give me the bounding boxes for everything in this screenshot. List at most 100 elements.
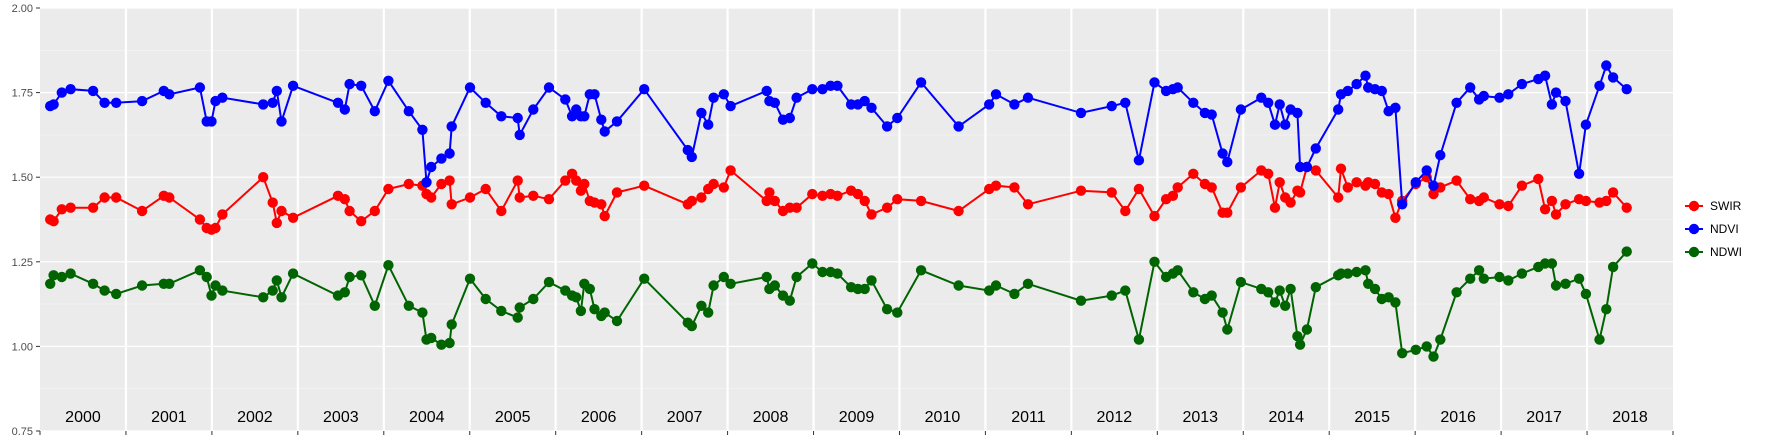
ndvi-point — [56, 87, 67, 98]
swir-point — [1516, 180, 1528, 191]
year-label: 2007 — [667, 409, 703, 426]
swir-point — [1560, 199, 1571, 210]
ndwi-point — [990, 280, 1002, 291]
swir-point — [1167, 190, 1179, 201]
ndvi-point — [1274, 99, 1285, 110]
ndwi-point — [718, 271, 729, 283]
year-label: 2003 — [323, 409, 359, 426]
y-tick-label: 2.00 — [12, 3, 33, 15]
swir-point — [1222, 207, 1233, 218]
ndvi-point — [464, 82, 476, 93]
swir-point — [596, 199, 607, 210]
legend-label-swir: SWIR — [1710, 199, 1742, 213]
ndwi-point — [1133, 334, 1145, 345]
ndvi-point — [1301, 161, 1313, 173]
ndvi-point — [1235, 104, 1247, 115]
ndvi-point — [1172, 82, 1183, 93]
ndwi-point — [832, 268, 843, 279]
swir-point — [369, 205, 380, 217]
ndvi-point — [1022, 92, 1034, 103]
swir-point — [892, 194, 903, 205]
ndwi-point — [1188, 287, 1199, 298]
legend-label-ndvi: NDVI — [1710, 222, 1739, 236]
ndvi-point — [194, 82, 206, 93]
ndvi-point — [1580, 119, 1592, 130]
ndvi-point — [1133, 155, 1145, 166]
ndvi-point — [718, 89, 729, 100]
swir-point — [1206, 182, 1217, 193]
ndwi-point — [611, 315, 623, 327]
swir-point — [512, 175, 523, 186]
swir-point — [1285, 197, 1296, 208]
swir-point — [164, 192, 175, 203]
ndwi-point — [1601, 304, 1612, 315]
swir-point — [464, 192, 476, 203]
swir-point — [496, 205, 507, 217]
ndwi-point — [761, 271, 772, 283]
ndwi-point — [383, 260, 394, 271]
ndvi-point — [984, 99, 995, 110]
swir-point — [210, 222, 221, 234]
ndvi-point — [866, 102, 877, 114]
swir-point — [1539, 204, 1551, 215]
year-label: 2011 — [1011, 409, 1046, 426]
ndwi-point — [1206, 290, 1217, 301]
ndwi-point — [791, 271, 802, 283]
ndvi-point — [560, 94, 571, 105]
ndvi-point — [267, 97, 278, 109]
ndvi-point — [791, 92, 802, 103]
ndwi-point — [403, 300, 414, 311]
ndwi-point — [1172, 265, 1183, 276]
ndvi-point — [1607, 72, 1619, 83]
ndvi-point — [1376, 85, 1388, 97]
ndwi-point — [56, 271, 67, 283]
ndvi-point — [1503, 89, 1514, 100]
swir-point — [194, 214, 206, 225]
ndwi-point — [1397, 348, 1408, 359]
ndvi-point — [99, 97, 110, 109]
ndwi-point — [45, 278, 56, 289]
ndvi-point — [1428, 180, 1439, 191]
swir-point — [446, 199, 457, 210]
ndwi-point — [1294, 339, 1306, 350]
ndwi-point — [344, 271, 355, 283]
ndwi-point — [267, 285, 278, 296]
ndwi-point — [1369, 283, 1381, 295]
ndvi-point — [271, 85, 282, 97]
swir-point — [817, 190, 828, 201]
swir-point — [1342, 182, 1354, 193]
ndvi-point — [892, 112, 903, 124]
ndvi-point — [1333, 104, 1344, 115]
ndvi-point — [1594, 80, 1605, 92]
ndvi-point — [287, 80, 299, 92]
swir-point — [403, 178, 414, 190]
swir-point — [1546, 195, 1558, 207]
swir-point — [1022, 199, 1034, 210]
year-label: 2001 — [151, 409, 187, 426]
ndwi-point — [575, 305, 587, 317]
plot-panel: 2000 2001 2002 2003 2004 2005 2006 2007 2008 2009… — [40, 7, 1673, 432]
ndwi-point — [784, 295, 795, 306]
swir-point — [579, 178, 590, 190]
ndvi-point — [953, 121, 964, 132]
swir-point — [258, 172, 269, 183]
swir-point — [1120, 205, 1131, 217]
ndwi-point — [369, 300, 380, 311]
ndwi-point — [1022, 278, 1034, 289]
ndvi-point — [48, 99, 59, 110]
year-label: 2012 — [1097, 409, 1133, 426]
ndwi-point — [136, 280, 148, 291]
y-tick-label: 1.50 — [12, 172, 33, 184]
swir-point — [1607, 187, 1619, 198]
ndvi-point — [1351, 78, 1362, 90]
ndwi-point — [1360, 265, 1371, 276]
swir-point — [1621, 202, 1632, 213]
ndvi-point — [579, 111, 590, 122]
ndvi-point — [383, 75, 394, 87]
swir-point — [718, 182, 729, 193]
swir-point — [1294, 187, 1306, 198]
y-tick-label: 1.00 — [12, 341, 33, 353]
ndvi-point — [1217, 148, 1228, 159]
ndvi-point — [696, 107, 707, 119]
ndvi-point — [686, 151, 697, 163]
